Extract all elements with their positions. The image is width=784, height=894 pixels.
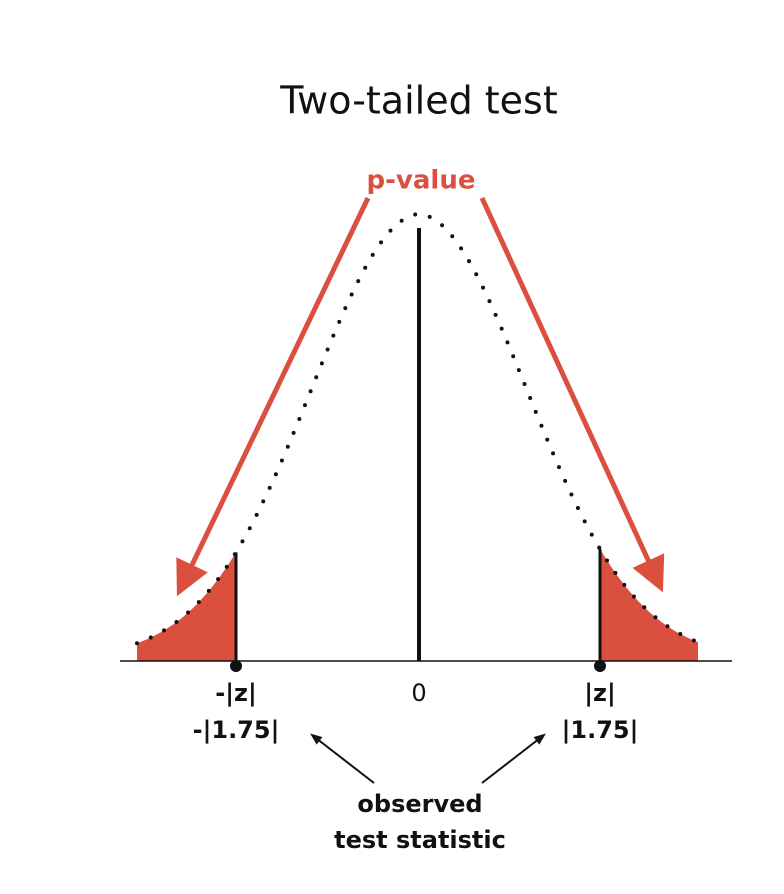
caption-arrow-right (481, 733, 546, 784)
left-symbol: -|z| (215, 679, 256, 707)
right-value: |1.75| (562, 716, 639, 744)
p-value-label: p-value (367, 166, 476, 196)
left-point (230, 660, 242, 672)
right-point (594, 660, 606, 672)
caption-arrow-left (310, 733, 375, 784)
p-value-arrow-right (479, 196, 665, 593)
left-tail-area (137, 554, 236, 661)
right-tail-area (600, 549, 698, 661)
left-value: -|1.75| (193, 716, 280, 744)
p-value-arrow-left (176, 196, 371, 597)
right-symbol: |z| (584, 679, 616, 707)
caption-line1: observed (357, 790, 482, 818)
distribution-curve (135, 211, 703, 646)
title: Two-tailed test (279, 79, 558, 123)
caption-line2: test statistic (334, 826, 506, 854)
center-label: 0 (411, 679, 426, 707)
